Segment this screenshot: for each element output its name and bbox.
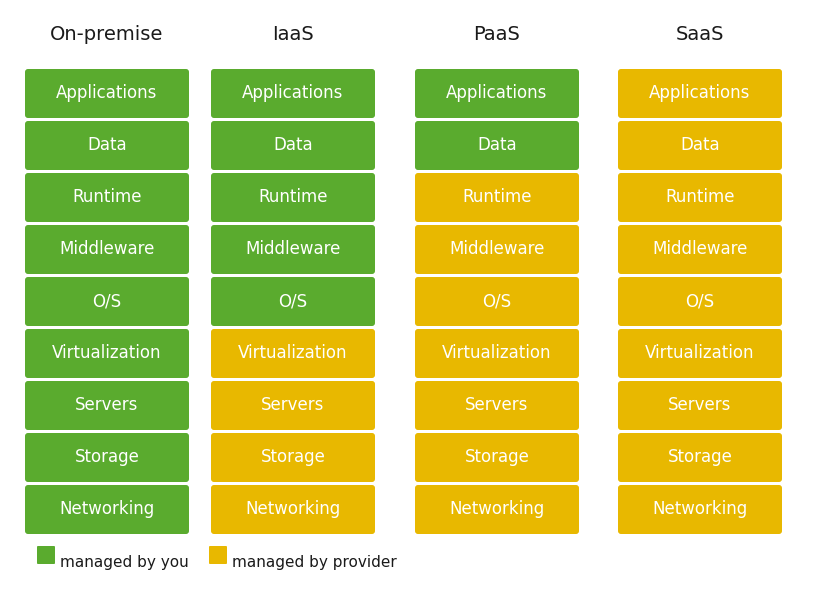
- Text: Virtualization: Virtualization: [645, 344, 753, 362]
- FancyBboxPatch shape: [618, 277, 781, 326]
- Text: Networking: Networking: [59, 501, 155, 518]
- FancyBboxPatch shape: [414, 121, 578, 170]
- Text: Servers: Servers: [464, 396, 528, 414]
- FancyBboxPatch shape: [414, 433, 578, 482]
- FancyBboxPatch shape: [37, 546, 55, 564]
- Text: Middleware: Middleware: [59, 240, 155, 258]
- Text: O/S: O/S: [482, 292, 511, 310]
- Text: O/S: O/S: [685, 292, 713, 310]
- Text: managed by you: managed by you: [60, 556, 188, 570]
- Text: Applications: Applications: [649, 84, 749, 102]
- FancyBboxPatch shape: [618, 381, 781, 430]
- FancyBboxPatch shape: [25, 225, 188, 274]
- Text: Runtime: Runtime: [258, 188, 328, 206]
- Text: Middleware: Middleware: [652, 240, 747, 258]
- Text: Data: Data: [87, 136, 127, 154]
- FancyBboxPatch shape: [414, 381, 578, 430]
- FancyBboxPatch shape: [414, 329, 578, 378]
- FancyBboxPatch shape: [25, 381, 188, 430]
- FancyBboxPatch shape: [618, 121, 781, 170]
- Text: Networking: Networking: [652, 501, 747, 518]
- Text: SaaS: SaaS: [675, 25, 723, 44]
- Text: Middleware: Middleware: [245, 240, 340, 258]
- FancyBboxPatch shape: [414, 69, 578, 118]
- Text: O/S: O/S: [278, 292, 307, 310]
- FancyBboxPatch shape: [25, 433, 188, 482]
- Text: Networking: Networking: [245, 501, 340, 518]
- FancyBboxPatch shape: [210, 225, 374, 274]
- FancyBboxPatch shape: [618, 329, 781, 378]
- Text: PaaS: PaaS: [473, 25, 520, 44]
- Text: Runtime: Runtime: [72, 188, 142, 206]
- FancyBboxPatch shape: [25, 485, 188, 534]
- FancyBboxPatch shape: [414, 485, 578, 534]
- Text: Data: Data: [679, 136, 719, 154]
- FancyBboxPatch shape: [210, 381, 374, 430]
- Text: Virtualization: Virtualization: [52, 344, 161, 362]
- Text: Virtualization: Virtualization: [238, 344, 347, 362]
- Text: Applications: Applications: [242, 84, 343, 102]
- Text: Data: Data: [273, 136, 312, 154]
- FancyBboxPatch shape: [25, 277, 188, 326]
- FancyBboxPatch shape: [25, 329, 188, 378]
- FancyBboxPatch shape: [618, 433, 781, 482]
- FancyBboxPatch shape: [25, 121, 188, 170]
- Text: Storage: Storage: [667, 448, 731, 466]
- Text: Applications: Applications: [57, 84, 157, 102]
- FancyBboxPatch shape: [618, 69, 781, 118]
- FancyBboxPatch shape: [414, 277, 578, 326]
- Text: Storage: Storage: [260, 448, 325, 466]
- Text: Storage: Storage: [75, 448, 139, 466]
- FancyBboxPatch shape: [210, 121, 374, 170]
- Text: Virtualization: Virtualization: [441, 344, 551, 362]
- FancyBboxPatch shape: [618, 485, 781, 534]
- FancyBboxPatch shape: [618, 225, 781, 274]
- FancyBboxPatch shape: [210, 433, 374, 482]
- FancyBboxPatch shape: [210, 173, 374, 222]
- FancyBboxPatch shape: [209, 546, 227, 564]
- FancyBboxPatch shape: [414, 173, 578, 222]
- FancyBboxPatch shape: [414, 225, 578, 274]
- Text: Networking: Networking: [449, 501, 544, 518]
- FancyBboxPatch shape: [618, 173, 781, 222]
- FancyBboxPatch shape: [210, 485, 374, 534]
- FancyBboxPatch shape: [210, 277, 374, 326]
- Text: Data: Data: [477, 136, 516, 154]
- FancyBboxPatch shape: [25, 173, 188, 222]
- FancyBboxPatch shape: [210, 69, 374, 118]
- Text: Runtime: Runtime: [462, 188, 531, 206]
- Text: O/S: O/S: [93, 292, 121, 310]
- Text: Storage: Storage: [464, 448, 529, 466]
- Text: Servers: Servers: [261, 396, 324, 414]
- Text: Servers: Servers: [667, 396, 731, 414]
- FancyBboxPatch shape: [25, 69, 188, 118]
- Text: Middleware: Middleware: [449, 240, 544, 258]
- Text: Applications: Applications: [446, 84, 547, 102]
- Text: Servers: Servers: [75, 396, 138, 414]
- Text: Runtime: Runtime: [664, 188, 734, 206]
- Text: IaaS: IaaS: [272, 25, 314, 44]
- Text: managed by provider: managed by provider: [232, 556, 396, 570]
- Text: On-premise: On-premise: [50, 25, 164, 44]
- FancyBboxPatch shape: [210, 329, 374, 378]
